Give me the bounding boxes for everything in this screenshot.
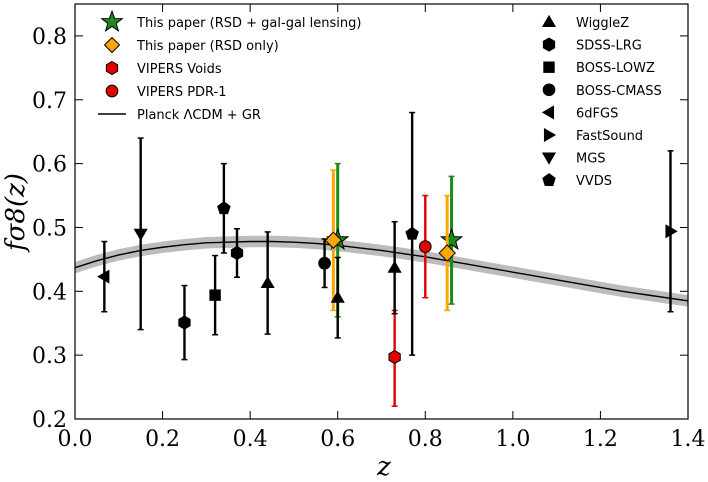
data-point bbox=[178, 315, 191, 330]
series bbox=[97, 240, 110, 313]
legend-item: BOSS-LOWZ bbox=[543, 61, 655, 76]
x-axis-label: z bbox=[376, 452, 391, 482]
x-tick-label: 1.4 bbox=[671, 427, 706, 452]
legend-marker bbox=[541, 105, 555, 120]
data-point bbox=[405, 226, 419, 240]
series bbox=[178, 227, 244, 361]
legend-label: This paper (RSD + gal-gal lensing) bbox=[136, 16, 361, 31]
legend-item: Planck ΛCDM + GR bbox=[98, 108, 261, 123]
x-tick-label: 1.2 bbox=[583, 427, 618, 452]
legend-item: This paper (RSD only) bbox=[103, 36, 279, 54]
y-tick-label: 0.2 bbox=[32, 408, 67, 433]
data-point bbox=[418, 240, 432, 253]
x-tick-label: 0.8 bbox=[408, 427, 443, 452]
legend-label: FastSound bbox=[576, 129, 643, 144]
legend-item: VIPERS PDR-1 bbox=[105, 84, 227, 100]
legend-label: 6dFGS bbox=[576, 106, 618, 121]
legend-marker bbox=[541, 152, 557, 165]
data-point bbox=[438, 244, 456, 262]
series bbox=[260, 220, 402, 339]
legend-item: This paper (RSD + gal-gal lensing) bbox=[100, 9, 361, 32]
legend-item: BOSS-CMASS bbox=[542, 83, 662, 99]
data-point bbox=[324, 231, 343, 249]
legend-marker bbox=[543, 127, 557, 143]
data-point bbox=[665, 224, 678, 239]
y-axis-label: fσ8(z) bbox=[1, 173, 31, 253]
legend-item: MGS bbox=[541, 152, 606, 167]
legend-marker bbox=[542, 83, 556, 97]
legend-item: SDSS-LRG bbox=[542, 37, 642, 54]
x-tick-label: 0.2 bbox=[145, 427, 180, 452]
data-point bbox=[209, 289, 221, 301]
model-curve bbox=[74, 240, 689, 302]
y-tick-label: 0.3 bbox=[32, 344, 67, 369]
series bbox=[209, 254, 221, 336]
legend-marker bbox=[542, 37, 556, 52]
y-tick-label: 0.8 bbox=[32, 25, 67, 50]
legend-label: WiggleZ bbox=[576, 16, 629, 31]
legend-item: WiggleZ bbox=[541, 14, 629, 31]
y-tick-label: 0.6 bbox=[32, 153, 67, 178]
data-point bbox=[387, 260, 402, 273]
axis-ticks: 0.0 0.2 0.4 0.6 0.8 1.0 1.2 1.40.20.30.40.50.60… bbox=[32, 4, 706, 452]
legend-label: Planck ΛCDM + GR bbox=[137, 108, 261, 123]
legend-label: BOSS-LOWZ bbox=[576, 61, 655, 76]
model-line bbox=[74, 240, 689, 302]
data-point bbox=[97, 269, 110, 284]
series bbox=[418, 194, 432, 299]
legend-label: VIPERS PDR-1 bbox=[137, 85, 227, 100]
legend-marker bbox=[100, 9, 124, 32]
data-point bbox=[388, 349, 401, 365]
legend-label: VIPERS Voids bbox=[137, 62, 222, 77]
x-tick-label: 0.6 bbox=[320, 427, 355, 452]
legend-marker bbox=[105, 60, 119, 76]
legend-marker bbox=[105, 84, 119, 98]
x-tick-label: 0.0 bbox=[58, 427, 93, 452]
y-tick-label: 0.4 bbox=[32, 280, 67, 305]
legend-label: BOSS-CMASS bbox=[576, 84, 662, 99]
legend-right: WiggleZ SDSS-LRG BOSS-LOWZ BOSS-CMASS 6dFGS F… bbox=[541, 14, 662, 189]
y-tick-label: 0.5 bbox=[32, 216, 67, 241]
data-point bbox=[230, 245, 244, 261]
legend-item: FastSound bbox=[543, 127, 643, 144]
data-point bbox=[133, 228, 148, 242]
data-point bbox=[318, 256, 331, 270]
plot-frame bbox=[74, 3, 689, 420]
legend-marker bbox=[543, 61, 555, 73]
y-tick-label: 0.7 bbox=[32, 89, 67, 114]
series bbox=[318, 238, 331, 289]
series bbox=[133, 137, 148, 331]
legend-item: 6dFGS bbox=[541, 105, 618, 121]
legend-marker bbox=[103, 36, 121, 54]
series bbox=[217, 111, 419, 356]
legend-left: This paper (RSD + gal-gal lensing) This p… bbox=[98, 9, 361, 123]
x-tick-label: 1.0 bbox=[495, 427, 530, 452]
series bbox=[388, 309, 401, 407]
legend-marker bbox=[542, 173, 556, 186]
legend-label: MGS bbox=[576, 152, 606, 167]
data-points bbox=[97, 111, 678, 407]
data-point bbox=[260, 275, 275, 289]
x-tick-label: 0.4 bbox=[233, 427, 268, 452]
data-point bbox=[217, 201, 231, 215]
legend-label: VVDS bbox=[576, 174, 612, 189]
legend-item: VIPERS Voids bbox=[105, 60, 222, 77]
legend-label: This paper (RSD only) bbox=[136, 39, 279, 54]
data-point bbox=[330, 290, 345, 303]
series bbox=[665, 150, 678, 313]
series bbox=[324, 169, 456, 312]
legend-item: VVDS bbox=[542, 173, 612, 189]
legend-marker bbox=[541, 14, 557, 28]
legend-label: SDSS-LRG bbox=[576, 39, 642, 54]
data-point bbox=[439, 227, 464, 251]
